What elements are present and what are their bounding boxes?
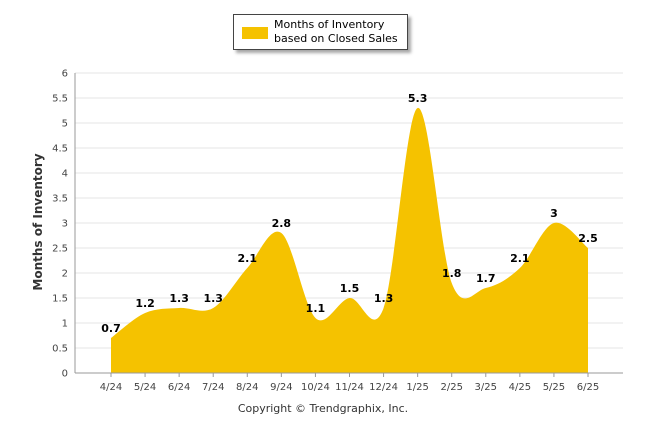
data-label: 1.8 [442,267,462,280]
y-tick-label: 1 [62,319,68,330]
legend-label: Months of Inventory based on Closed Sale… [274,18,398,45]
y-tick-label: 4.5 [52,144,68,155]
data-label: 2.5 [578,232,598,245]
x-tick-label: 4/24 [100,382,122,393]
data-label: 3 [550,207,558,220]
x-tick-label: 3/25 [475,382,497,393]
x-tick-label: 8/24 [236,382,258,393]
data-label: 1.5 [340,282,360,295]
x-tick-label: 5/25 [543,382,565,393]
x-tick-label: 12/24 [369,382,398,393]
x-tick-label: 9/24 [270,382,292,393]
y-tick-label: 0 [62,369,68,380]
data-label: 1.3 [169,292,189,305]
copyright-text: Copyright © Trendgraphix, Inc. [237,402,409,415]
y-tick-label: 3.5 [52,194,68,205]
x-tick-label: 2/25 [440,382,462,393]
data-label: 5.3 [408,92,428,105]
x-tick-label: 7/24 [202,382,224,393]
data-label: 1.7 [476,272,496,285]
y-tick-label: 5.5 [52,94,68,105]
x-tick-label: 1/25 [406,382,428,393]
data-label-layer: 0.7 1.2 1.3 1.3 2.1 2.8 1.1 1.5 1.3 5.3 1.8 1.7 2.1 3… [101,92,598,335]
x-tick-label: 4/25 [509,382,531,393]
data-label: 2.8 [272,217,292,230]
x-tick-label: 11/24 [335,382,364,393]
inventory-area [111,107,588,374]
data-label: 1.3 [203,292,223,305]
x-tick-label: 10/24 [301,382,330,393]
area-layer [111,107,588,374]
data-label: 2.1 [510,252,530,265]
x-tick-label: 6/25 [577,382,599,393]
data-label: 1.3 [374,292,394,305]
x-tick-label: 6/24 [168,382,190,393]
y-tick-label: 2 [62,269,68,280]
y-tick-label: 2.5 [52,244,68,255]
data-label: 1.2 [135,297,155,310]
y-tick-label: 0.5 [52,344,68,355]
y-tick-label: 1.5 [52,294,68,305]
legend-swatch [242,27,268,39]
legend: Months of Inventory based on Closed Sale… [233,14,408,50]
data-label: 1.1 [306,302,326,315]
data-label: 2.1 [238,252,258,265]
y-axis-title: Months of Inventory [31,153,45,290]
data-label: 0.7 [101,322,121,335]
y-tick-label: 4 [62,169,68,180]
y-tick-label: 6 [62,69,68,80]
x-tick-label: 5/24 [134,382,156,393]
y-tick-label: 5 [62,119,68,130]
axis-layer: 0 0.5 1 1.5 2 2.5 3 3.5 4 4.5 5 5.5 6 4/24 5/24 6/24 7/2… [52,69,623,393]
y-tick-label: 3 [62,219,68,230]
